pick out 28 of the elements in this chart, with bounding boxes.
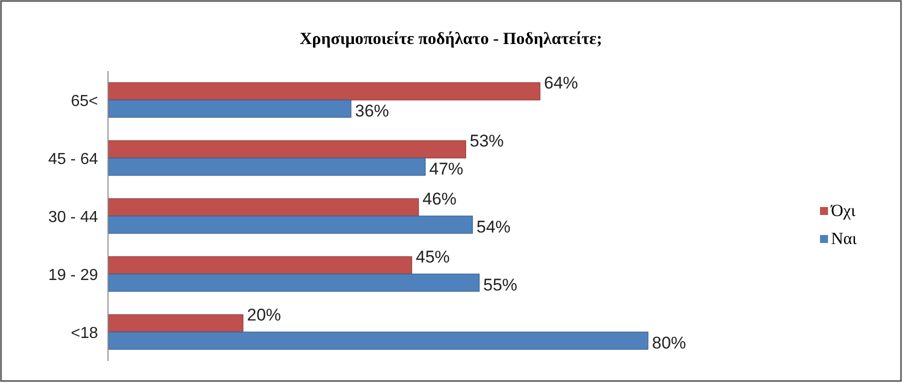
bar xyxy=(108,82,540,100)
chart-title: Χρησιμοποιείτε ποδήλατο - Ποδηλατείτε; xyxy=(300,29,602,48)
bar xyxy=(108,216,473,234)
legend-label: Ναι xyxy=(831,229,858,248)
data-label: 54% xyxy=(476,218,511,237)
bar xyxy=(108,198,419,216)
data-label: 45% xyxy=(416,247,450,266)
data-label: 80% xyxy=(652,334,686,353)
bar xyxy=(108,158,426,176)
bar xyxy=(108,332,648,350)
legend-label: Όχι xyxy=(830,201,856,220)
bar xyxy=(108,274,480,292)
bar xyxy=(108,100,352,118)
data-label: 55% xyxy=(483,276,518,295)
y-tick-label: 19 - 29 xyxy=(48,267,98,284)
data-label: 20% xyxy=(247,305,282,324)
y-tick-label: 30 - 44 xyxy=(48,209,98,226)
bar xyxy=(108,256,412,274)
data-label: 36% xyxy=(355,102,390,121)
bar xyxy=(108,140,466,158)
data-label: 53% xyxy=(470,131,504,150)
y-tick-label: 45 - 64 xyxy=(48,151,98,168)
bar xyxy=(108,314,244,332)
y-tick-label: <18 xyxy=(70,325,98,342)
y-tick-label: 65< xyxy=(70,93,98,110)
data-label: 46% xyxy=(422,189,457,208)
data-label: 64% xyxy=(544,73,578,92)
data-label: 47% xyxy=(429,160,464,179)
